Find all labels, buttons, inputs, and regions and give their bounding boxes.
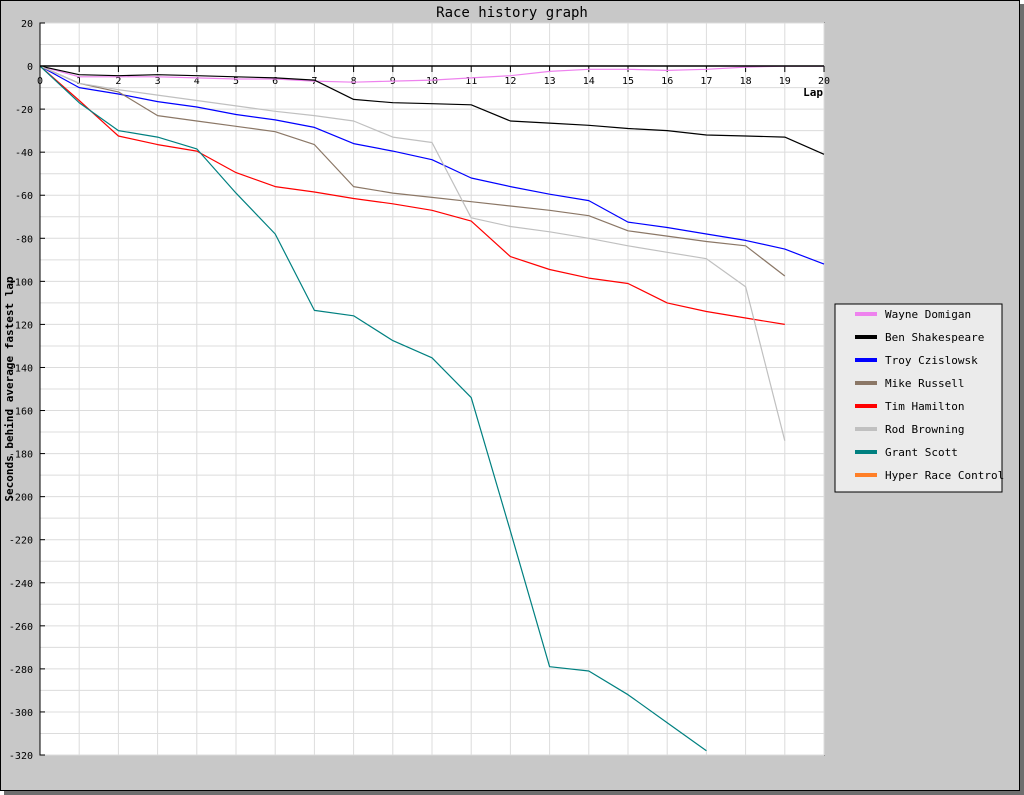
y-tick-label: -80 — [15, 234, 33, 245]
x-tick-label: 15 — [622, 76, 634, 87]
legend-swatch — [855, 381, 877, 385]
y-tick-label: -100 — [9, 277, 33, 288]
y-tick-label: -20 — [15, 105, 33, 116]
legend-swatch — [855, 473, 877, 477]
x-tick-label: 20 — [818, 76, 830, 87]
y-tick-label: -300 — [9, 708, 33, 719]
x-tick-label: 5 — [233, 76, 239, 87]
x-tick-label: 10 — [426, 76, 438, 87]
y-tick-label: -40 — [15, 148, 33, 159]
y-axis-label: Seconds behind average fastest lap — [3, 276, 16, 502]
y-tick-label: -220 — [9, 536, 33, 547]
y-tick-label: -200 — [9, 493, 33, 504]
x-tick-label: 12 — [504, 76, 516, 87]
y-tick-label: -60 — [15, 191, 33, 202]
x-tick-label: 3 — [155, 76, 161, 87]
legend-entry-label: Mike Russell — [885, 377, 964, 390]
series-line-rod-browning — [39, 65, 786, 441]
legend-entry-label: Rod Browning — [885, 423, 964, 436]
series-line-troy-czislowsk — [39, 65, 825, 265]
legend-entry-label: Wayne Domigan — [885, 308, 971, 321]
legend-entry-label: Hyper Race Control — [885, 469, 1004, 482]
series-line-tim-hamilton — [39, 65, 785, 325]
legend-swatch — [855, 450, 877, 454]
legend-swatch — [855, 335, 877, 339]
x-tick-label: 17 — [700, 76, 712, 87]
x-tick-label: 1 — [76, 76, 82, 87]
x-tick-label: 16 — [661, 76, 673, 87]
chart-title: Race history graph — [436, 5, 588, 21]
x-tick-label: 4 — [194, 76, 200, 87]
legend: Wayne Domigan Ben Shakespeare Troy Czislow… — [834, 303, 1004, 493]
series-line-wayne-domigan — [39, 65, 824, 83]
legend-entry-label: Tim Hamilton — [885, 400, 964, 413]
legend-swatch — [855, 404, 877, 408]
x-tick-label: 11 — [465, 76, 477, 87]
legend-swatch — [855, 358, 877, 362]
axes — [39, 23, 824, 755]
x-tick-label: 19 — [779, 76, 791, 87]
y-tick-label: 0 — [27, 62, 33, 73]
y-tick-label: 20 — [21, 19, 33, 30]
legend-swatch — [855, 427, 877, 431]
series-line-ben-shakespeare — [39, 65, 825, 155]
x-tick-label: 14 — [583, 76, 595, 87]
legend-swatch — [855, 312, 877, 316]
legend-entry-label: Troy Czislowsk — [885, 354, 978, 367]
series-line-grant-scott — [39, 65, 707, 752]
legend-entry-label: Grant Scott — [885, 446, 958, 459]
y-tick-label: -280 — [9, 665, 33, 676]
y-tick-label: -160 — [9, 407, 33, 418]
x-tick-label: 13 — [544, 76, 556, 87]
gridlines — [39, 22, 825, 756]
y-tick-label: -240 — [9, 579, 33, 590]
y-tick-label: -260 — [9, 622, 33, 633]
x-tick-label: 18 — [740, 76, 752, 87]
x-tick-label: 2 — [115, 76, 121, 87]
x-tick-label: 6 — [272, 76, 278, 87]
x-tick-label: 8 — [351, 76, 357, 87]
series-line-mike-russell — [39, 65, 786, 277]
legend-entry-label: Ben Shakespeare — [885, 331, 984, 344]
series-lines — [39, 65, 825, 752]
y-tick-label: -320 — [9, 751, 33, 762]
y-tick-label: -180 — [9, 450, 33, 461]
y-tick-label: -120 — [9, 320, 33, 331]
y-tick-label: -140 — [9, 363, 33, 374]
x-axis-label: Lap — [803, 86, 823, 99]
